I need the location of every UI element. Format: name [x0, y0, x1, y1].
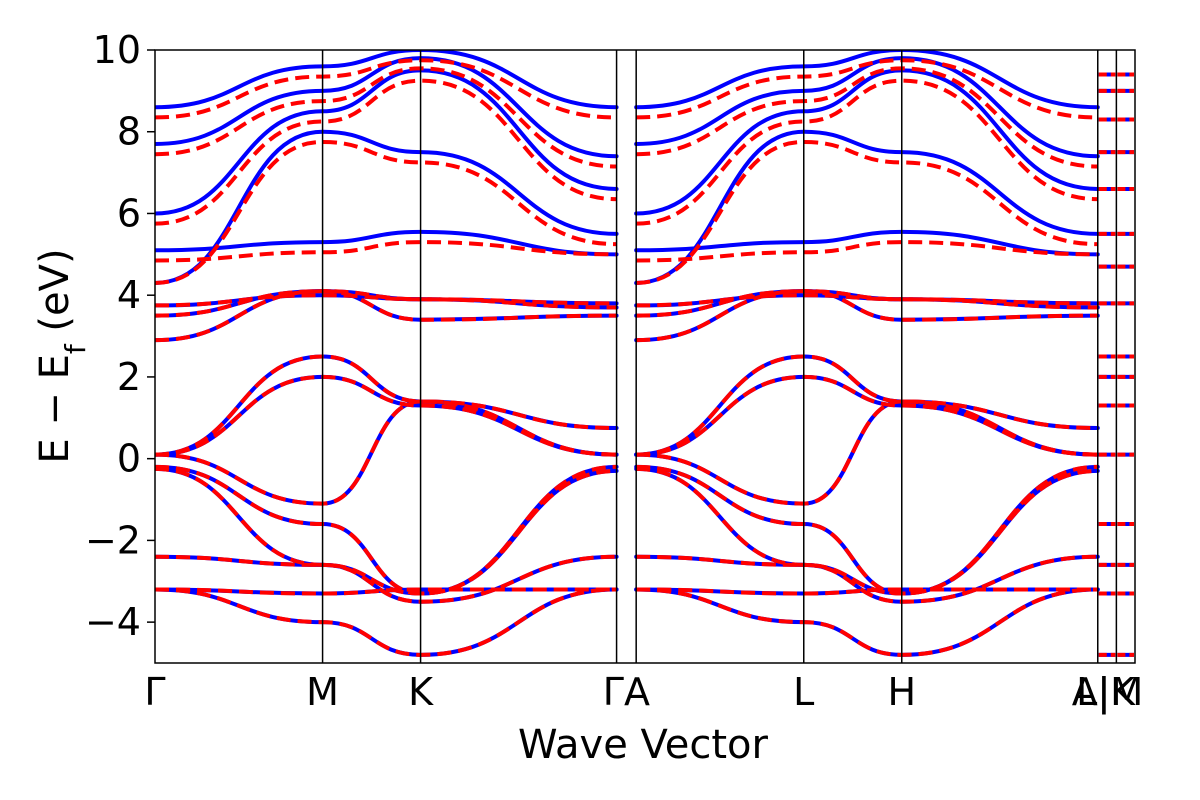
- band-line-dashed: [636, 554, 1098, 604]
- y-tick-label: −4: [85, 600, 141, 644]
- band-line-dashed: [155, 78, 617, 226]
- x-axis-ticks: Γ M K ΓA L H A|ML|K: [144, 670, 1143, 715]
- band-line-solid: [634, 68, 1100, 216]
- x-tick-label: ΓA: [603, 670, 650, 714]
- band-line-dashed: [636, 289, 1098, 322]
- band-line-solid: [634, 229, 1100, 257]
- band-line-dashed: [636, 240, 1098, 263]
- band-line-dashed: [155, 139, 617, 285]
- band-line-dashed: [155, 354, 617, 457]
- band-line-solid: [634, 129, 1100, 285]
- y-tick-label: 10: [93, 28, 141, 72]
- band-line-dashed: [155, 293, 617, 308]
- y-tick-label: 6: [117, 191, 141, 235]
- band-line-dashed: [636, 464, 1098, 596]
- band-line-dashed: [636, 293, 1098, 308]
- band-line-dashed: [636, 58, 1098, 120]
- x-tick-label: Γ: [144, 670, 165, 714]
- y-axis-label-unit: (eV): [32, 248, 78, 344]
- x-tick-label: H: [887, 670, 916, 714]
- x-tick-label: L: [793, 670, 814, 714]
- x-axis-label: Wave Vector: [518, 722, 769, 768]
- band-line-dashed: [155, 464, 617, 596]
- band-line-dashed: [636, 139, 1098, 285]
- band-line-dashed: [636, 354, 1098, 457]
- band-line-solid: [155, 56, 619, 159]
- band-line-dashed: [155, 240, 617, 263]
- band-line-solid: [634, 56, 1100, 159]
- y-axis-label: E − Ef (eV): [32, 248, 92, 463]
- band-line-solid: [155, 229, 619, 257]
- band-line-dashed: [636, 374, 1098, 457]
- band-line-dashed: [155, 466, 617, 596]
- band-line-solid: [634, 50, 1100, 110]
- band-line-dashed: [155, 66, 617, 169]
- x-tick-label: L|K: [1076, 670, 1136, 715]
- band-line-solid: [155, 68, 619, 216]
- band-lines: [155, 50, 1134, 657]
- band-line-dashed: [155, 399, 617, 506]
- band-line-dashed: [636, 587, 1098, 596]
- band-line-dashed: [636, 587, 1098, 657]
- y-tick-label: 4: [117, 273, 141, 317]
- kpath-separators: [321, 50, 1118, 663]
- band-line-dashed: [636, 289, 1098, 343]
- plot-frame: [154, 49, 1136, 664]
- band-line-solid: [155, 50, 619, 110]
- band-line-solid: [155, 354, 619, 457]
- band-line-dashed: [155, 587, 617, 596]
- band-line-dashed: [155, 289, 617, 322]
- band-line-dashed: [636, 399, 1098, 506]
- band-line-dashed: [636, 466, 1098, 596]
- band-line-dashed: [636, 66, 1098, 169]
- y-axis-label-subscript: f: [59, 343, 92, 354]
- band-line-dashed: [155, 587, 617, 657]
- band-line-dashed: [155, 374, 617, 457]
- band-line-dashed: [636, 78, 1098, 226]
- x-tick-label: K: [408, 670, 434, 714]
- band-line-dashed: [155, 554, 617, 604]
- band-line-dashed: [155, 58, 617, 120]
- y-axis-label-main: E − E: [32, 354, 78, 464]
- band-line-solid: [634, 354, 1100, 457]
- x-tick-label: A|M: [1072, 670, 1144, 715]
- y-tick-label: 0: [117, 437, 141, 481]
- x-tick-label: M: [306, 670, 339, 714]
- band-line-dashed: [155, 289, 617, 343]
- y-axis-ticks: −4 −2 0 2 4 6 8 10: [85, 28, 155, 644]
- band-line-solid: [155, 129, 619, 285]
- y-tick-label: 8: [117, 110, 141, 154]
- y-tick-label: −2: [85, 518, 141, 562]
- y-tick-label: 2: [117, 355, 141, 399]
